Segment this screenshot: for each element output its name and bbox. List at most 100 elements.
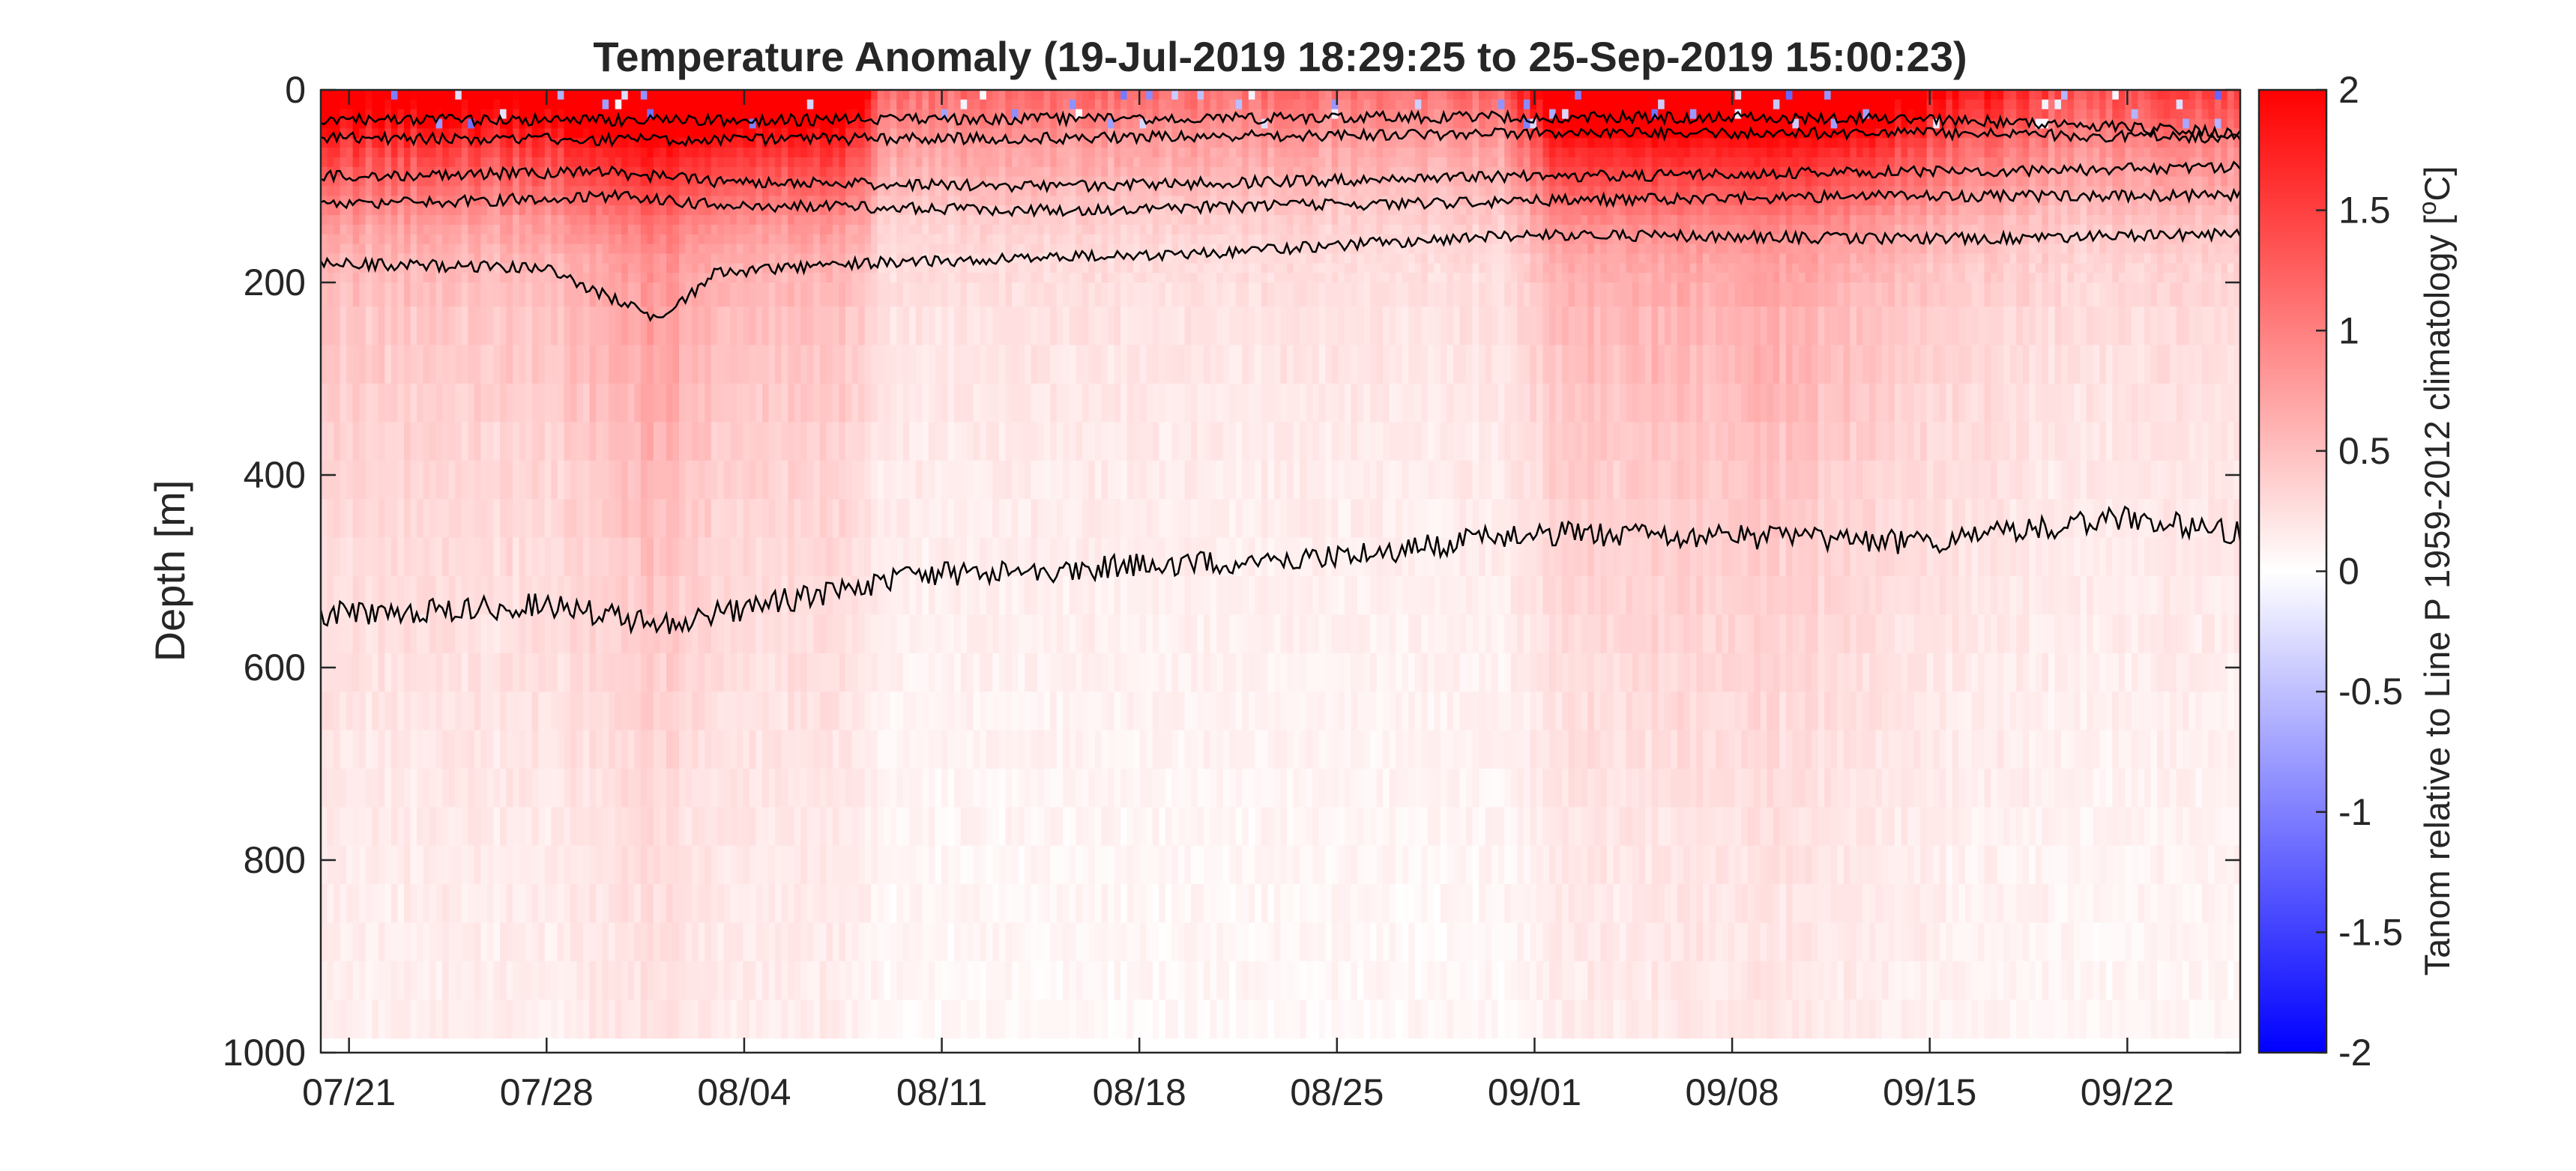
heatmap-cell [1037,653,1045,692]
heatmap-cell [768,614,776,654]
heatmap-cell [621,196,629,206]
heatmap-cell [352,845,360,885]
heatmap-cell [730,884,737,924]
heatmap-cell [359,243,367,255]
heatmap-cell [1018,768,1025,808]
heatmap-cell [1114,263,1121,273]
heatmap-cell [928,653,936,692]
heatmap-cell [768,383,776,423]
heatmap-cell [788,999,795,1039]
heatmap-cell [941,884,949,924]
heatmap-cell [755,692,763,731]
heatmap-cell [596,253,603,264]
heatmap-cell [973,653,980,692]
heatmap-cell [884,176,891,187]
heatmap-cell [1101,730,1108,769]
heatmap-cell [851,263,859,273]
heatmap-cell [832,922,840,962]
heatmap-cell [813,653,821,692]
heatmap-cell [480,234,488,245]
heatmap-cell [564,148,571,158]
heatmap-cell [896,243,904,255]
heatmap-cell [378,653,385,692]
heatmap-cell [321,807,328,847]
heatmap-cell [352,614,360,654]
heatmap-cell [819,922,827,962]
heatmap-cell [1043,282,1051,307]
heatmap-cell [410,215,417,226]
heatmap-cell [723,234,731,245]
heatmap-cell [1005,922,1013,962]
heatmap-cell [609,196,616,206]
heatmap-cell [321,215,328,226]
heatmap-cell [864,148,872,158]
heatmap-cell [359,730,367,769]
heatmap-cell [519,653,526,692]
heatmap-cell [941,157,949,168]
heatmap-cell [1043,922,1051,962]
heatmap-cell [1076,263,1083,273]
heatmap-cell [666,537,674,577]
heatmap-cell [890,263,897,273]
heatmap-cell [327,224,334,235]
heatmap-cell [1037,768,1045,808]
heatmap-cell [743,205,750,216]
heatmap-cell [1011,205,1019,216]
heatmap-cell [448,537,456,577]
heatmap-cell [723,345,731,384]
heatmap-cell [800,884,808,924]
heatmap-cell [723,118,731,129]
heatmap-cell [960,128,968,139]
heatmap-cell [538,253,546,264]
heatmap-cell [826,90,833,100]
heatmap-cell [839,138,846,148]
heatmap-cell [980,807,987,847]
heatmap-cell [672,243,680,255]
heatmap-cell [410,537,417,577]
heatmap-cell [941,138,949,148]
heatmap-cell [679,306,687,346]
heatmap-cell [800,148,808,158]
heatmap-cell [1063,884,1070,924]
heatmap-cell [538,383,546,423]
heatmap-cell [705,345,712,384]
heatmap-cell [621,118,629,129]
heatmap-cell [390,422,399,462]
heatmap-cell [647,383,654,423]
heatmap-cell [1069,99,1076,110]
heatmap-cell [698,273,705,283]
heatmap-cell [403,118,411,129]
heatmap-cell [640,205,648,216]
heatmap-cell [340,118,347,129]
heatmap-cell [794,138,801,148]
heatmap-cell [493,614,501,654]
heatmap-cell [531,90,539,100]
heatmap-cell [609,383,616,423]
heatmap-cell [551,157,558,168]
heatmap-cell [486,422,495,462]
heatmap-cell [902,999,910,1039]
heatmap-cell [461,282,468,307]
heatmap-cell [340,166,347,178]
heatmap-cell [794,128,801,139]
heatmap-cell [666,306,674,346]
heatmap-cell [340,845,347,885]
heatmap-cell [954,383,962,423]
heatmap-cell [538,128,546,139]
heatmap-cell [417,99,424,110]
heatmap-cell [531,884,539,924]
heatmap-cell [947,768,955,808]
heatmap-cell [1005,537,1013,577]
heatmap-cell [980,383,987,423]
heatmap-cell [640,537,648,577]
heatmap-cell [327,273,334,283]
heatmap-cell [602,148,609,158]
heatmap-cell [781,537,788,577]
heatmap-cell [602,422,609,462]
heatmap-cell [941,99,949,110]
heatmap-cell [634,215,642,226]
heatmap-cell [551,768,558,808]
heatmap-cell [531,128,539,139]
heatmap-cell [1037,807,1045,847]
heatmap-cell [915,148,923,158]
